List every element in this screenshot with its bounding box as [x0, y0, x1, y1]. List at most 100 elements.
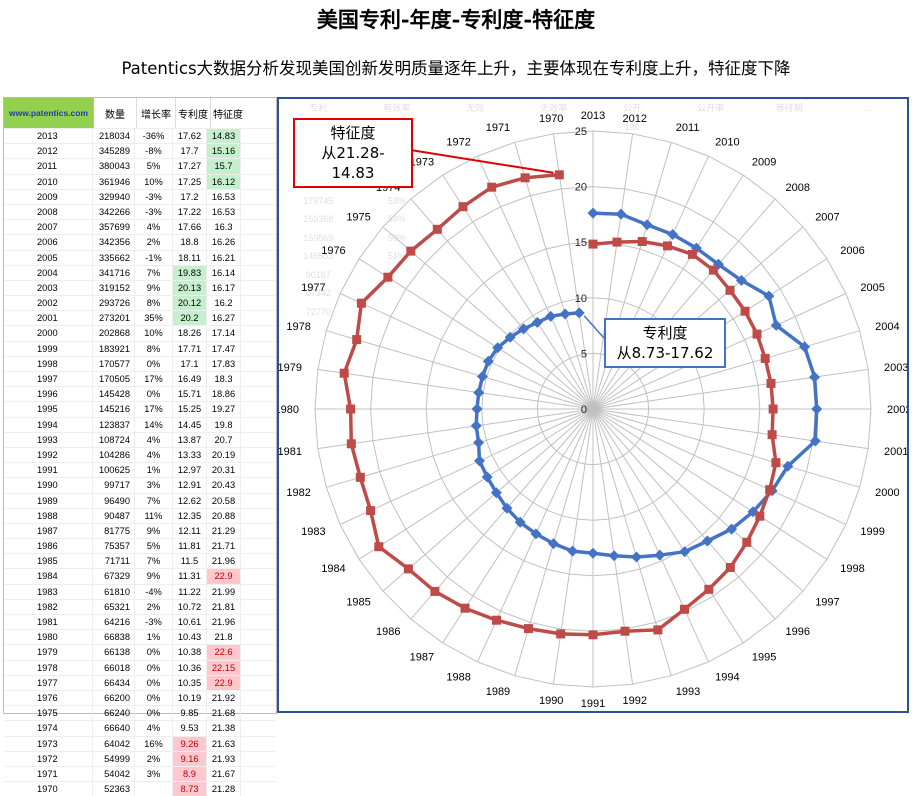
- row-zl: 9.85: [173, 706, 207, 720]
- table-row: 201036194610%17.2516.12: [4, 174, 276, 189]
- row-growth: 0%: [135, 661, 173, 675]
- table-row: 19921042864%13.3320.19: [4, 447, 276, 462]
- category-label: 1986: [376, 626, 400, 638]
- row-growth: 9%: [135, 281, 173, 295]
- data-point-tz: [430, 587, 439, 596]
- data-point-tz: [366, 506, 375, 515]
- data-point-tz: [742, 538, 751, 547]
- row-year: 2004: [4, 266, 93, 280]
- data-point-tz: [404, 564, 413, 573]
- data-point-tz: [461, 604, 470, 613]
- grid-spoke: [326, 409, 593, 487]
- row-tz: 16.17: [207, 281, 241, 295]
- category-label: 1990: [539, 695, 563, 707]
- row-tz: 20.43: [207, 478, 241, 492]
- row-count: 123837: [93, 418, 135, 432]
- data-point-tz: [357, 299, 366, 308]
- row-year: 1984: [4, 569, 93, 583]
- row-zl: 17.7: [173, 144, 207, 158]
- row-tz: 18.3: [207, 372, 241, 386]
- table-row: 1980668381%10.4321.8: [4, 629, 276, 644]
- table-row: 198361810-4%11.2221.99: [4, 584, 276, 599]
- row-tz: 20.88: [207, 509, 241, 523]
- row-count: 90487: [93, 509, 135, 523]
- data-point-tz: [346, 405, 355, 414]
- table-row: 19931087244%13.8720.7: [4, 432, 276, 447]
- callout-zl-title: 专利度: [612, 323, 718, 343]
- data-point-tz: [768, 430, 777, 439]
- site-label[interactable]: www.patentics.com: [4, 98, 94, 128]
- data-point-tz: [487, 183, 496, 192]
- row-count: 380043: [93, 159, 135, 173]
- data-point-tz: [621, 627, 630, 636]
- category-label: 1992: [623, 695, 647, 707]
- row-year: 1995: [4, 402, 93, 416]
- category-label: 1978: [286, 321, 310, 333]
- data-point-tz: [492, 616, 501, 625]
- table-row: 20063423562%18.816.26: [4, 234, 276, 249]
- data-point-zl: [811, 404, 822, 415]
- category-label: 1977: [301, 282, 325, 294]
- row-count: 66138: [93, 645, 135, 659]
- table-row: 1978660180%10.3622.15: [4, 660, 276, 675]
- category-label: 2003: [884, 362, 907, 374]
- row-zl: 8.9: [173, 767, 207, 781]
- callout-tz-title: 特征度: [301, 123, 405, 143]
- row-growth: 5%: [135, 539, 173, 553]
- row-count: 66200: [93, 691, 135, 705]
- radial-tick-label: 15: [575, 237, 587, 249]
- row-zl: 20.2: [173, 311, 207, 325]
- data-point-tz: [374, 542, 383, 551]
- header-growth: 增长率: [137, 98, 176, 128]
- row-year: 2012: [4, 144, 93, 158]
- row-growth: 2%: [135, 235, 173, 249]
- data-point-tz: [680, 605, 689, 614]
- row-zl: 13.87: [173, 433, 207, 447]
- category-label: 1991: [581, 698, 605, 710]
- data-point-tz: [589, 630, 598, 639]
- table-row: 19991839218%17.7117.47: [4, 341, 276, 356]
- row-count: 170505: [93, 372, 135, 386]
- row-growth: -3%: [135, 615, 173, 629]
- data-point-tz: [688, 250, 697, 259]
- row-year: 1977: [4, 676, 93, 690]
- category-label: 1982: [286, 487, 310, 499]
- category-label: 2000: [875, 487, 899, 499]
- category-label: 2013: [581, 110, 605, 122]
- category-label: 1983: [301, 526, 325, 538]
- category-label: 1993: [676, 686, 700, 698]
- data-point-zl: [609, 550, 620, 561]
- data-point-zl: [574, 307, 585, 318]
- row-tz: 18.86: [207, 387, 241, 401]
- row-year: 2011: [4, 159, 93, 173]
- row-growth: 9%: [135, 569, 173, 583]
- category-label: 1970: [539, 113, 563, 125]
- row-zl: 10.72: [173, 600, 207, 614]
- data-point-zl: [474, 455, 485, 466]
- row-count: 329940: [93, 190, 135, 204]
- table-row: 1970523638.7321.28: [4, 781, 276, 796]
- row-count: 293726: [93, 296, 135, 310]
- row-tz: 22.15: [207, 661, 241, 675]
- row-growth: -4%: [135, 585, 173, 599]
- row-year: 2013: [4, 129, 93, 143]
- row-zl: 17.66: [173, 220, 207, 234]
- row-year: 2001: [4, 311, 93, 325]
- row-tz: 19.27: [207, 402, 241, 416]
- data-point-zl: [588, 208, 599, 219]
- category-label: 1989: [486, 686, 510, 698]
- row-zl: 13.33: [173, 448, 207, 462]
- row-count: 66838: [93, 630, 135, 644]
- grid-spoke: [593, 409, 860, 487]
- row-tz: 22.6: [207, 645, 241, 659]
- row-growth: -3%: [135, 205, 173, 219]
- row-count: 66240: [93, 706, 135, 720]
- row-zl: 12.11: [173, 524, 207, 538]
- row-zl: 20.12: [173, 296, 207, 310]
- data-point-tz: [555, 170, 564, 179]
- row-count: 99717: [93, 478, 135, 492]
- row-growth: 8%: [135, 296, 173, 310]
- data-point-zl: [631, 551, 642, 562]
- table-row: 20073576994%17.6616.3: [4, 219, 276, 234]
- row-growth: 0%: [135, 676, 173, 690]
